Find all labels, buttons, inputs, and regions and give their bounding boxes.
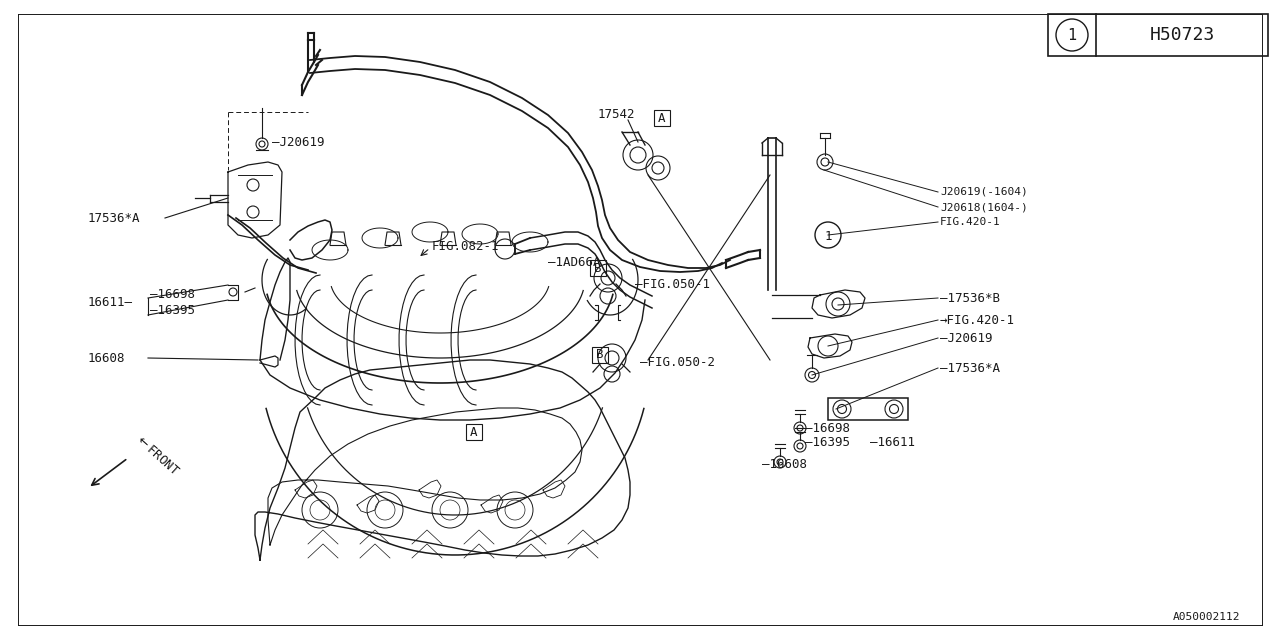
Text: A050002112: A050002112	[1172, 612, 1240, 622]
Text: FIG.082-1: FIG.082-1	[433, 239, 499, 253]
Text: —16698: —16698	[150, 289, 195, 301]
Text: 1: 1	[1068, 28, 1076, 42]
Text: —J20619: —J20619	[273, 136, 325, 150]
Text: J20618(1604-): J20618(1604-)	[940, 202, 1028, 212]
Bar	[1048, 14, 1268, 56]
Text: —17536*A: —17536*A	[940, 362, 1000, 374]
Text: —16395: —16395	[805, 436, 850, 449]
Text: B: B	[594, 262, 602, 275]
Text: 17542: 17542	[598, 109, 635, 122]
Text: —16395: —16395	[150, 303, 195, 317]
Text: 1: 1	[824, 230, 832, 243]
Text: A: A	[470, 426, 477, 438]
Text: 16608: 16608	[88, 351, 125, 365]
Bar	[590, 260, 605, 276]
Text: 17536*A: 17536*A	[88, 211, 141, 225]
Text: —FIG.050-2: —FIG.050-2	[640, 355, 716, 369]
Bar	[828, 398, 908, 420]
Text: —J20619: —J20619	[940, 332, 992, 344]
Text: —17536*B: —17536*B	[940, 291, 1000, 305]
Text: $\leftarrow$FRONT: $\leftarrow$FRONT	[132, 432, 182, 478]
Bar	[466, 424, 483, 440]
Text: —1AD66A: —1AD66A	[548, 255, 600, 269]
Text: —16611: —16611	[870, 436, 915, 449]
Text: 16611—: 16611—	[88, 296, 133, 308]
Text: —16698: —16698	[805, 422, 850, 435]
Text: —16608: —16608	[762, 458, 806, 470]
Bar	[654, 110, 669, 126]
Text: →FIG.420-1: →FIG.420-1	[940, 314, 1015, 326]
Text: —FIG.050-1: —FIG.050-1	[635, 278, 710, 291]
Text: A: A	[658, 111, 666, 125]
Text: J20619(-1604): J20619(-1604)	[940, 187, 1028, 197]
Text: H50723: H50723	[1149, 26, 1215, 44]
Text: FIG.420-1: FIG.420-1	[940, 217, 1001, 227]
Bar	[591, 347, 608, 363]
Text: B: B	[596, 349, 604, 362]
